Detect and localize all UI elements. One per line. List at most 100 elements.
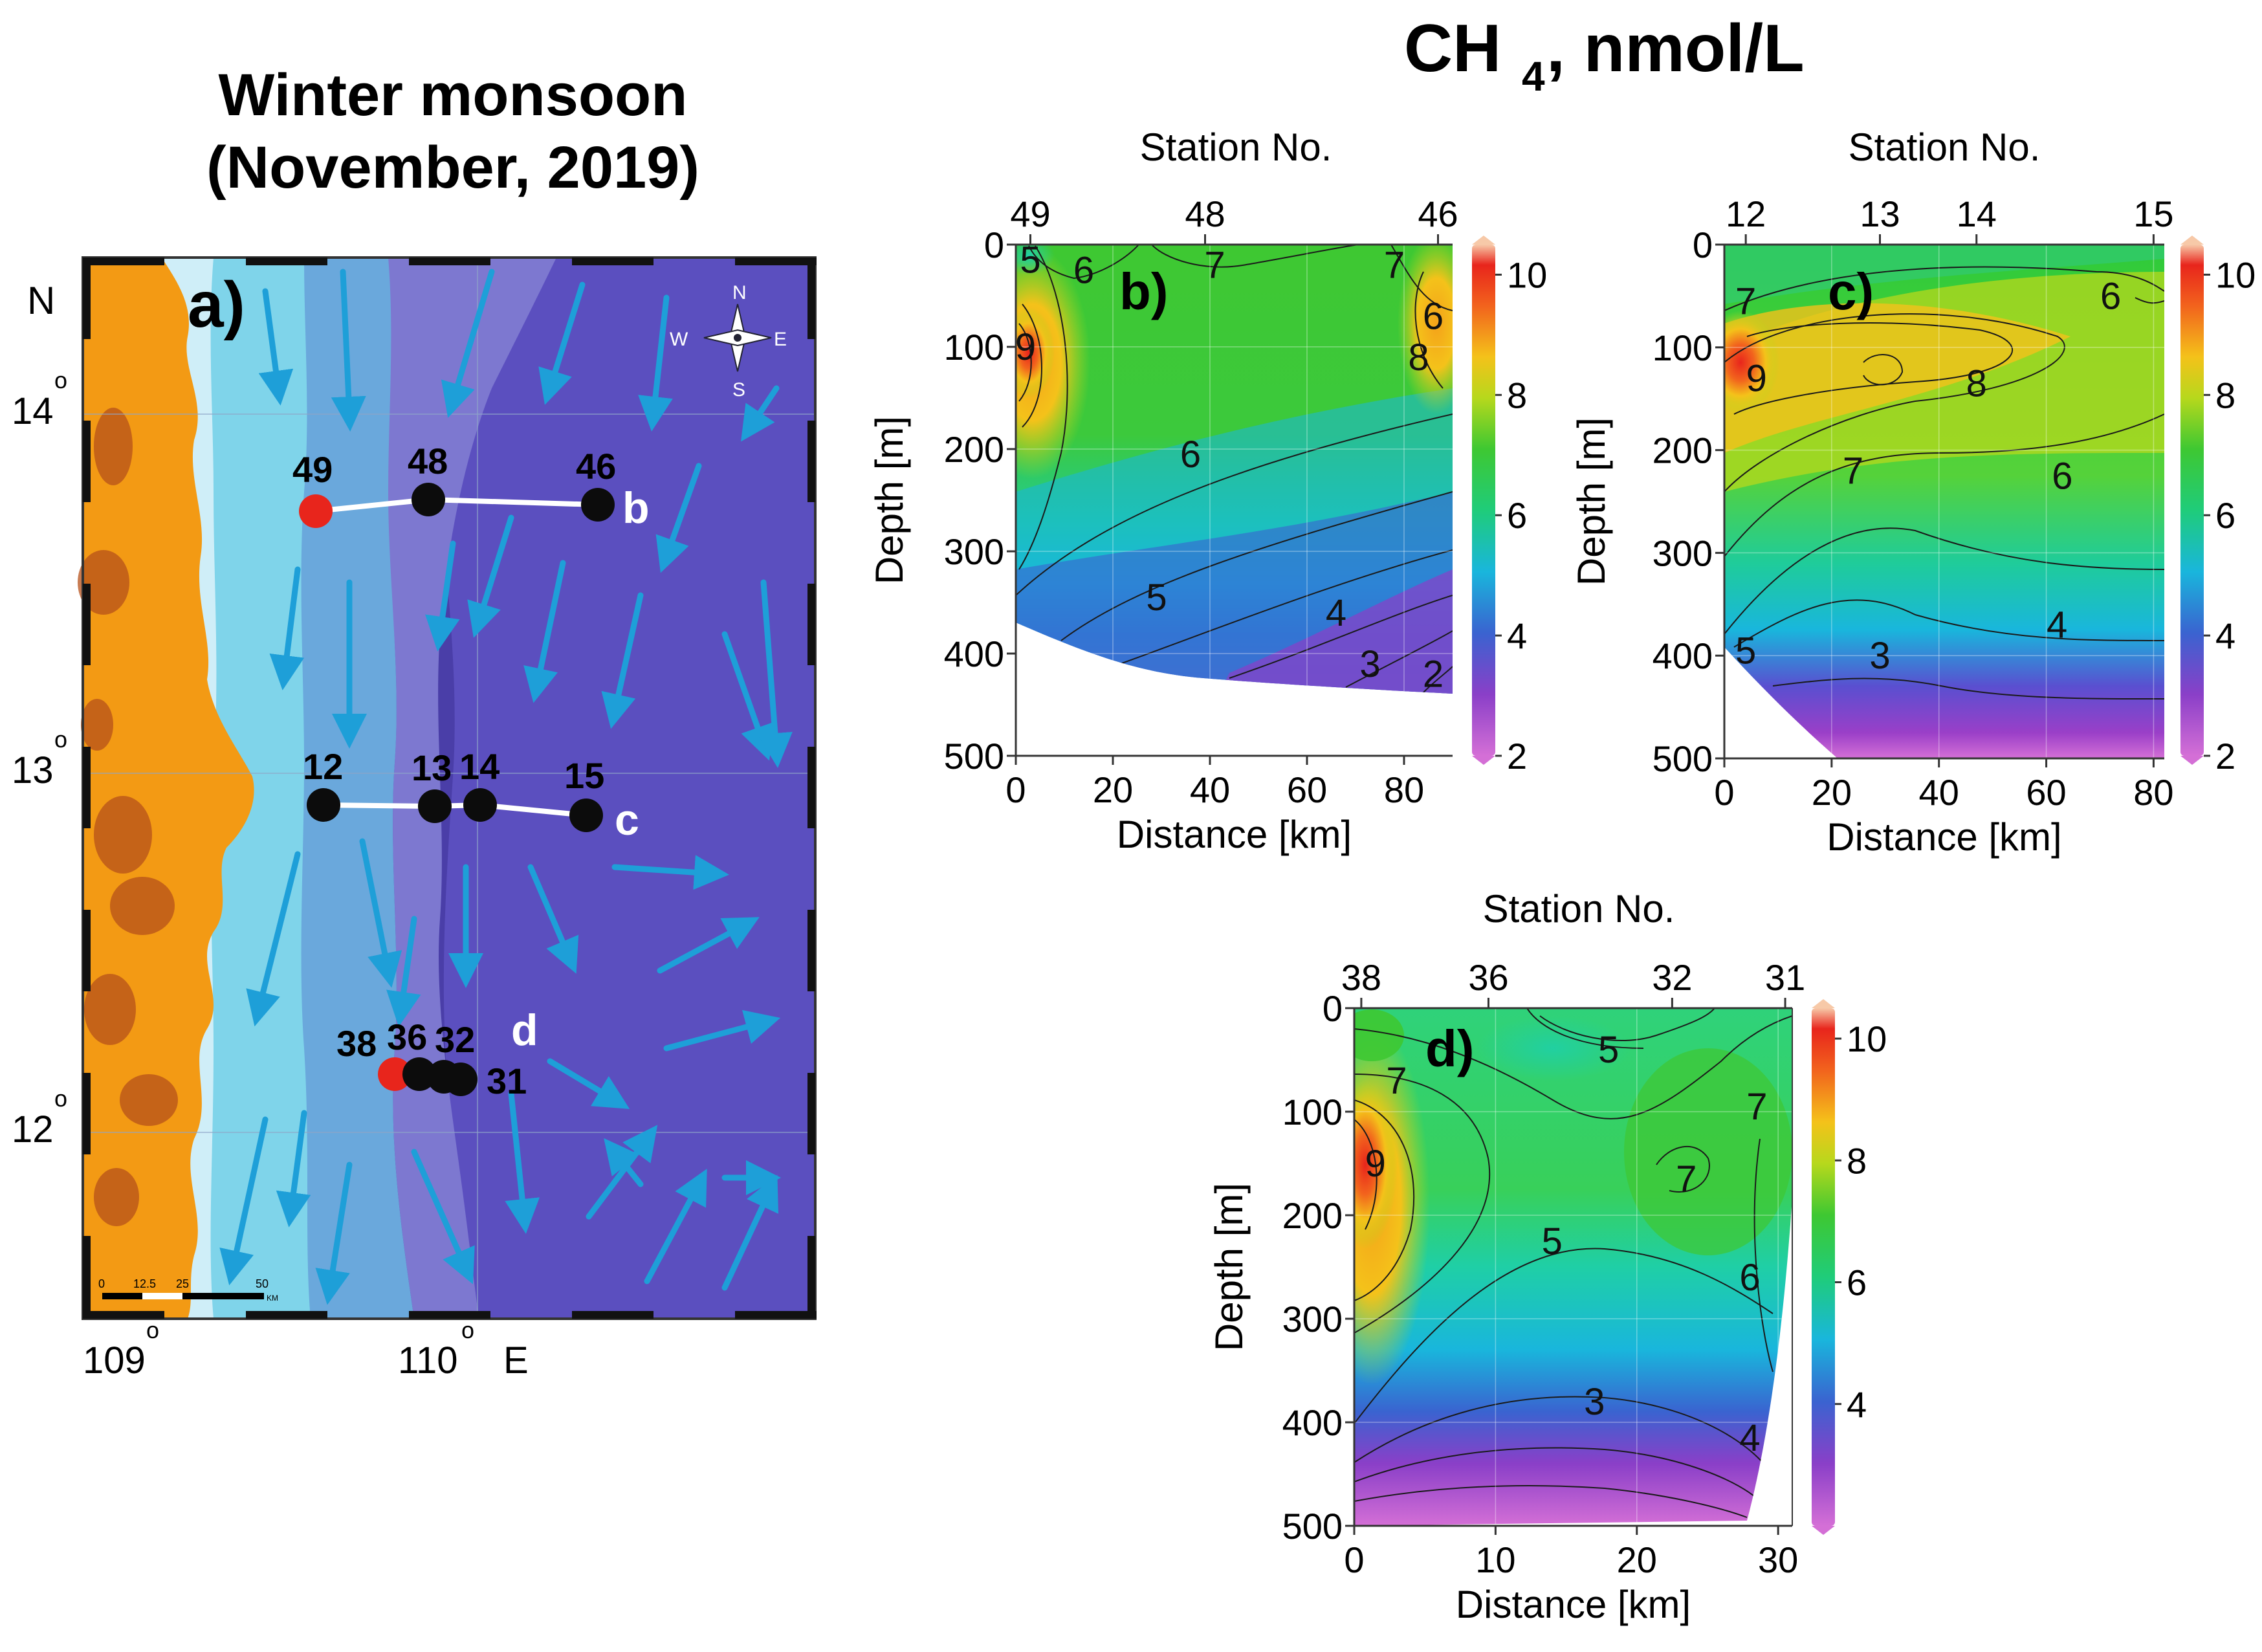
panel-d-ylabel: Depth [m] — [1207, 1183, 1251, 1351]
current-arrow-9 — [467, 514, 514, 638]
map-title-line2: (November, 2019) — [206, 135, 699, 201]
panel-d-cbar-label-8: 8 — [1847, 1140, 1867, 1181]
station-14-label: 14 — [459, 746, 500, 787]
panel-b-station-label-48: 48 — [1185, 193, 1225, 234]
current-arrow-25 — [276, 1110, 311, 1228]
panel-d-cbar-label-6: 6 — [1847, 1262, 1867, 1303]
current-arrow-18 — [527, 864, 579, 974]
panel-c-cbar-label-8: 8 — [2215, 375, 2235, 415]
frame-tick-right-6 — [807, 747, 815, 828]
panel-c-station-label-13: 13 — [1860, 193, 1900, 234]
current-arrow-6 — [269, 566, 305, 690]
current-arrow-16 — [246, 851, 301, 1027]
frame-tick-right-10 — [807, 1073, 815, 1154]
panel-c-contour-label-4: 6 — [2052, 455, 2072, 497]
panel-c-contour-lines — [1724, 266, 2164, 699]
current-arrow-24 — [219, 1116, 269, 1286]
map-highlands — [78, 408, 178, 1226]
panel-b-ytick-label-0: 0 — [984, 225, 1004, 265]
station-38-marker[interactable] — [378, 1057, 412, 1091]
panel-b-contour-label-3: 7 — [1384, 245, 1405, 287]
station-15-marker[interactable] — [569, 798, 603, 832]
highland-3 — [110, 877, 175, 935]
transect-b-label: b — [622, 483, 650, 533]
compass-rose: N S E W — [670, 282, 787, 401]
current-arrow-3 — [538, 281, 586, 405]
panel-c-station-title: Station No. — [1849, 126, 2041, 169]
panel-b-cbar-label-4: 4 — [1507, 615, 1527, 656]
panel-d-ytick-label-100: 100 — [1282, 1092, 1343, 1132]
station-46-marker[interactable] — [581, 488, 615, 522]
panel-b-xtick-label-80: 80 — [1384, 769, 1424, 810]
map-lon-labels: 109 o 110 o E — [83, 1317, 529, 1382]
panel-d-cbar-label-4: 4 — [1847, 1384, 1867, 1425]
panel-d-station-label-38: 38 — [1341, 957, 1381, 998]
current-arrow-32 — [386, 916, 421, 1027]
frame-tick-left-12 — [83, 1236, 91, 1317]
compass-n: N — [732, 282, 747, 303]
panel-b-colorbar-bottom-cap — [1472, 756, 1495, 765]
station-31-marker[interactable] — [444, 1063, 478, 1096]
frame-tick-right-12 — [807, 1236, 815, 1317]
panel-c-ytick-label-200: 200 — [1653, 430, 1713, 471]
map-deep-basin — [414, 258, 815, 1319]
panel-d-station-label-31: 31 — [1765, 957, 1805, 998]
station-13-label: 13 — [412, 747, 452, 788]
panel-d-station-title: Station No. — [1483, 887, 1675, 931]
panel-c-axes: 0 20 40 60 80 0 100 200 300 400 500 12 13 14 15 Station… — [1570, 126, 2256, 859]
panel-b-contour-lines — [1016, 245, 1453, 693]
current-arrow-8 — [425, 540, 460, 652]
panel-d-station-label-36: 36 — [1468, 957, 1508, 998]
station-12-marker[interactable] — [307, 788, 340, 822]
panel-d-xtick-label-0: 0 — [1344, 1539, 1364, 1580]
station-48-marker[interactable] — [412, 483, 445, 516]
frame-tick-left-10 — [83, 1073, 91, 1154]
main-title-subscript: 4 — [1522, 53, 1545, 100]
panel-c-ylabel: Depth [m] — [1570, 417, 1613, 586]
panel-d-contour-label-1: 7 — [1386, 1060, 1407, 1102]
scale-label-0: 0 — [98, 1277, 105, 1290]
station-36-marker[interactable] — [402, 1057, 436, 1091]
compass-s: S — [732, 379, 745, 401]
current-arrow-27 — [411, 1149, 475, 1284]
panel-d-contour-label-7: 3 — [1584, 1381, 1605, 1423]
current-arrow-21 — [663, 1009, 781, 1052]
panel-c-ytick-label-400: 400 — [1653, 635, 1713, 676]
current-arrow-22 — [547, 1058, 630, 1109]
transect-b: 49 48 46 b — [292, 441, 650, 533]
panel-c-station-label-12: 12 — [1726, 193, 1766, 234]
panel-c-contour-label-3: 7 — [1843, 450, 1863, 492]
panel-d-colorbar-bottom-cap — [1812, 1526, 1835, 1535]
lat-label-13: 13 — [12, 749, 54, 791]
current-arrow-2 — [441, 269, 495, 418]
panel-d-station-label-32: 32 — [1652, 957, 1692, 998]
panel-d-contour-label-8: 4 — [1739, 1417, 1760, 1459]
panel-b-ylabel: Depth [m] — [868, 416, 911, 584]
current-arrow-15 — [359, 838, 402, 988]
panel-b-xtick-label-40: 40 — [1190, 769, 1230, 810]
panel-c-contour-label-2: 8 — [1966, 362, 1987, 404]
station-14-marker[interactable] — [463, 788, 497, 822]
frame-tick-bottom-6 — [572, 1311, 653, 1319]
station-49-marker[interactable] — [299, 494, 333, 528]
map-east-label: E — [503, 1339, 529, 1382]
frame-tick-bottom-0 — [83, 1311, 164, 1319]
main-title: CH 4 , nmol/L — [1404, 11, 1805, 100]
panel-d-colorbar-top-cap — [1812, 999, 1835, 1008]
panel-b-ytick-label-400: 400 — [944, 633, 1004, 674]
frame-tick-top-2 — [246, 258, 327, 265]
panel-c-ytick-label-100: 100 — [1653, 327, 1713, 368]
highland-7 — [81, 699, 113, 751]
panel-b-xlabel: Distance [km] — [1117, 813, 1352, 856]
panel-c-cbar-label-4: 4 — [2215, 615, 2235, 656]
panel-b-station-label-46: 46 — [1418, 193, 1458, 234]
lat-deg-13: o — [54, 726, 67, 753]
map-slope-deep — [362, 258, 556, 1319]
panel-c-colorbar — [2180, 245, 2204, 756]
panel-b-ytick-label-200: 200 — [944, 429, 1004, 470]
scale-label-50: 50 — [256, 1277, 269, 1290]
frame-tick-right-4 — [807, 584, 815, 665]
station-13-marker[interactable] — [418, 789, 452, 823]
